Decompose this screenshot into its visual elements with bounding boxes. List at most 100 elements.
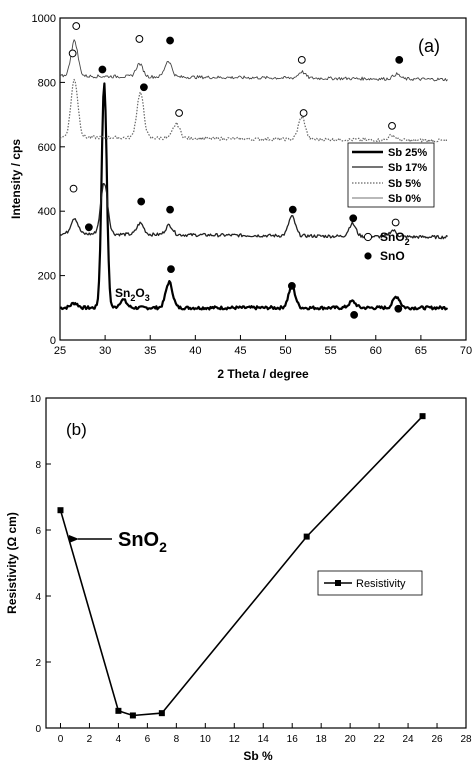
b-y-tick-label: 10: [30, 394, 42, 405]
b-x-tick-label: 12: [229, 734, 241, 745]
a-y-tick-label: 1000: [32, 13, 56, 25]
b-data-point: [419, 413, 426, 420]
panel-a-x-axis-label: 2 Theta / degree: [217, 367, 309, 381]
panel-b-x-axis-label: Sb %: [243, 749, 273, 763]
a-x-tick-label: 55: [325, 345, 337, 357]
b-x-tick-label: 2: [87, 734, 93, 745]
sno2-marker: [299, 109, 308, 117]
a-y-tick-label: 0: [50, 335, 56, 347]
b-data-point: [115, 707, 122, 714]
sno-marker: [140, 83, 148, 92]
panel-a-plot-frame: [59, 17, 467, 341]
b-y-tick-label: 6: [35, 526, 41, 537]
b-x-tick-label: 4: [116, 734, 122, 745]
panel-b-y-axis-label: Resistivity (Ω cm): [5, 512, 19, 614]
b-x-tick-label: 26: [431, 734, 443, 745]
sno-marker: [137, 197, 146, 206]
a-series-line: [59, 39, 448, 82]
a-x-tick-label: 50: [279, 345, 291, 357]
a-x-tick-label: 35: [144, 345, 156, 357]
panel-a-marker-legend: SnO2 SnO: [363, 230, 410, 263]
legend-label-sb25: Sb 25%: [388, 147, 427, 159]
panel-a-x-ticks: 25 30 35 40 45 50 55 60 65 70: [54, 335, 472, 357]
panel-b-legend-label: Resistivity: [356, 578, 406, 590]
a-series-line: [59, 82, 448, 311]
panel-b-y-ticks: 0 2 4 6 8 10: [30, 394, 51, 735]
b-y-tick-label: 8: [35, 460, 41, 471]
a-x-tick-label: 30: [99, 345, 111, 357]
panel-a-label: (a): [418, 36, 440, 56]
b-x-tick-label: 28: [460, 734, 472, 745]
b-data-point: [158, 710, 165, 717]
panel-a-y-axis-label: Intensity / cps: [9, 139, 23, 219]
sno-marker: [288, 205, 297, 214]
sno2-marker: [391, 218, 400, 227]
a-y-tick-label: 800: [38, 77, 56, 89]
panel-b-label: (b): [66, 420, 87, 439]
panel-a: 0 200 400 600 800 1000 25 30 35 40 45 50 55 60 65 70 (…: [9, 13, 472, 381]
marker-legend-sno-label: SnO: [380, 249, 405, 263]
a-x-tick-label: 70: [460, 345, 472, 357]
panel-b-legend-marker: [335, 580, 341, 586]
b-x-tick-label: 10: [200, 734, 212, 745]
b-x-tick-label: 14: [258, 734, 270, 745]
b-series-line: [59, 415, 424, 717]
panel-b-series-group: [57, 413, 426, 719]
b-x-tick-label: 6: [145, 734, 151, 745]
sno2-marker: [69, 184, 78, 193]
b-x-tick-label: 18: [316, 734, 328, 745]
a-x-tick-label: 45: [234, 345, 246, 357]
panel-a-legend-box: [347, 142, 435, 208]
sno-marker: [166, 36, 174, 45]
sno-marker: [98, 65, 107, 74]
a-y-tick-label: 200: [38, 271, 56, 283]
b-data-point: [303, 533, 310, 540]
panel-a-legend: Sb 25% Sb 17% Sb 5% Sb 0%: [347, 142, 435, 208]
panel-b-plot-frame: [45, 397, 467, 729]
b-x-tick-label: 0: [58, 734, 64, 745]
panel-b-annotation-label: SnO2: [118, 529, 167, 555]
b-y-tick-label: 2: [35, 658, 41, 669]
panel-b-legend: Resistivity: [317, 570, 423, 596]
sno-marker: [167, 265, 175, 274]
legend-label-sb0: Sb 0%: [388, 193, 421, 205]
sno-marker: [395, 55, 404, 64]
b-y-tick-label: 4: [35, 592, 41, 603]
sno2-marker: [388, 121, 396, 130]
a-y-tick-label: 600: [38, 142, 56, 154]
sno-marker: [349, 214, 358, 223]
a-series-line: [59, 78, 448, 143]
sno2-marker: [297, 55, 306, 64]
a-x-tick-label: 60: [370, 345, 382, 357]
sno-marker: [287, 282, 296, 290]
sno-marker: [394, 304, 403, 313]
marker-legend-sno2-symbol: [363, 232, 373, 242]
b-x-tick-label: 8: [174, 734, 180, 745]
b-x-tick-label: 20: [345, 734, 357, 745]
b-x-tick-label: 16: [287, 734, 299, 745]
b-y-tick-label: 0: [35, 724, 41, 735]
marker-legend-sno2-label: SnO2: [380, 230, 410, 247]
sno-marker: [166, 205, 174, 214]
sno-marker: [84, 223, 93, 232]
a-x-tick-label: 40: [189, 345, 201, 357]
legend-label-sb17: Sb 17%: [388, 162, 427, 174]
sno2-marker: [135, 35, 144, 43]
legend-label-sb5: Sb 5%: [388, 178, 421, 190]
marker-legend-sno-symbol: [364, 252, 372, 260]
b-data-point: [57, 507, 64, 514]
sno-marker: [350, 310, 359, 319]
panel-a-y-ticks: 0 200 400 600 800 1000: [32, 13, 65, 347]
b-data-point: [129, 712, 136, 719]
sno2-marker: [72, 22, 81, 30]
b-x-tick-label: 24: [403, 734, 415, 745]
a-y-tick-label: 400: [38, 206, 56, 218]
sno2-marker: [175, 109, 183, 117]
panel-a-series-group: [59, 39, 448, 311]
a-x-tick-label: 25: [54, 345, 66, 357]
panel-b-annotation: SnO2: [69, 529, 167, 555]
panel-b-x-ticks: 0 2 4 6 8 10 12 14 16 18 20 22 24 26 28: [58, 723, 472, 745]
b-x-tick-label: 22: [374, 734, 386, 745]
